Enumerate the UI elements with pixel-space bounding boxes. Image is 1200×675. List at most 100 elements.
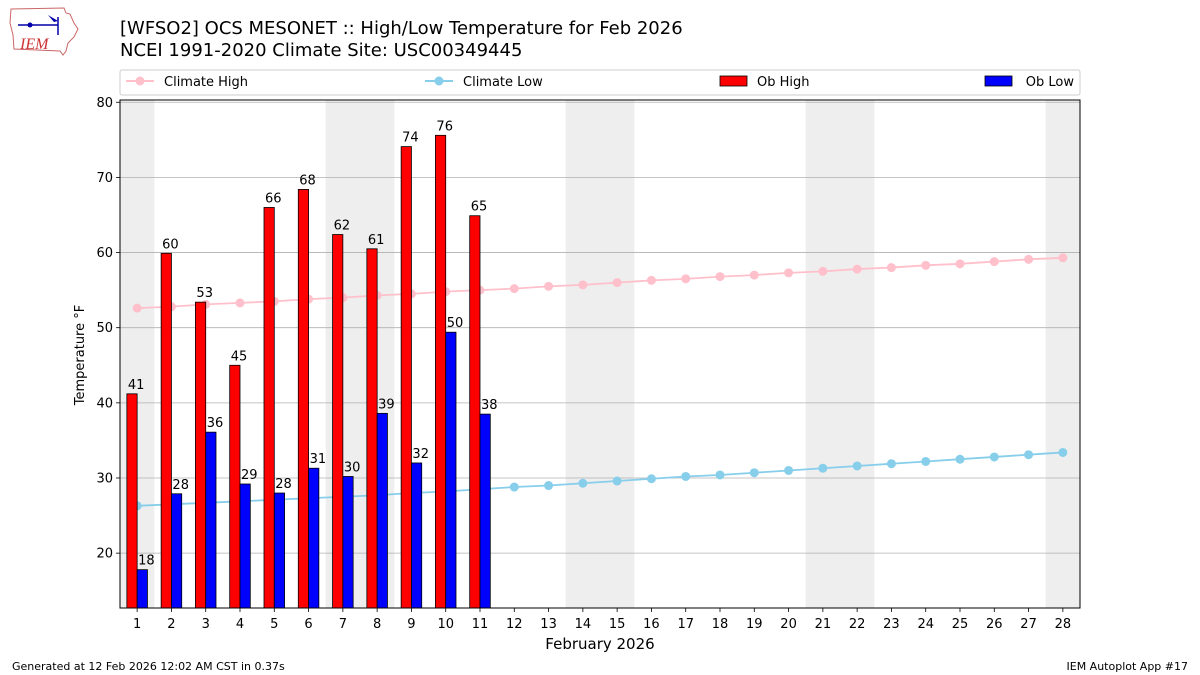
- wind-vane-shape: [48, 15, 58, 22]
- x-tick-label: 15: [609, 617, 626, 632]
- y-axis-label: Temperature °F: [73, 305, 88, 406]
- logo-text: IEM: [19, 36, 50, 53]
- x-tick-label: 27: [1020, 617, 1037, 632]
- weekend-shade-day-15: [600, 100, 635, 608]
- x-tick-label: 25: [952, 617, 969, 632]
- climate-low-point: [612, 476, 622, 486]
- ob-low-bar: [308, 467, 320, 609]
- x-tick-label: 12: [506, 617, 523, 632]
- ob-low-bar: [376, 412, 388, 609]
- climate-low-point: [886, 459, 896, 469]
- climate-high-point: [1024, 254, 1034, 264]
- legend-climate-high-label: Climate High: [164, 75, 248, 90]
- x-tick-label: 28: [1055, 617, 1072, 632]
- climate-high-point: [612, 278, 622, 288]
- x-tick-label: 3: [202, 617, 210, 632]
- climate-low-point: [852, 461, 862, 471]
- ob-low-value-label: 31: [310, 452, 327, 467]
- x-tick-label: 26: [986, 617, 1003, 632]
- climate-low-line: [137, 451, 1063, 507]
- y-tick-label: 60: [96, 246, 113, 261]
- climate-high-point: [818, 266, 828, 276]
- legend: Climate High Climate Low Ob High Ob Low: [119, 69, 1081, 96]
- x-tick-label: 5: [270, 617, 278, 632]
- ob-low-value-label: 50: [447, 316, 464, 331]
- ob-high-value-label: 68: [299, 173, 316, 188]
- climate-low-point: [715, 470, 725, 480]
- climate-low-point: [544, 481, 554, 491]
- ob-high-bar: [332, 234, 344, 609]
- ob-high-bar: [229, 364, 241, 609]
- weekend-shade-day-28: [1045, 100, 1080, 608]
- y-tick-label: 20: [96, 547, 113, 562]
- climate-high-line: [137, 256, 1063, 310]
- climate-high-point: [989, 257, 999, 267]
- chart-subtitle: NCEI 1991-2020 Climate Site: USC00349445: [120, 40, 523, 61]
- climate-high-point: [235, 298, 245, 308]
- y-tick-label: 80: [96, 96, 113, 111]
- ob-low-bar: [479, 413, 491, 609]
- ob-high-bar: [160, 252, 172, 609]
- ob-high-value-label: 53: [196, 286, 213, 301]
- chart-title: [WFSO2] OCS MESONET :: High/Low Temperat…: [120, 18, 683, 39]
- ob-low-value-label: 29: [241, 468, 258, 483]
- x-tick-label: 21: [815, 617, 832, 632]
- legend-ob-high-swatch: [719, 75, 748, 87]
- ob-low-value-label: 39: [378, 397, 395, 412]
- climate-high-point: [132, 303, 142, 313]
- iem-logo: IEM: [9, 7, 79, 56]
- x-tick-label: 14: [575, 617, 592, 632]
- ob-high-bar: [400, 146, 412, 609]
- ob-high-value-label: 74: [402, 131, 419, 146]
- climate-low-point: [646, 474, 656, 484]
- x-tick-label: 13: [540, 617, 557, 632]
- climate-high-point: [784, 268, 794, 278]
- x-tick-label: 11: [472, 617, 489, 632]
- ob-low-value-label: 18: [138, 554, 155, 569]
- weekend-shade-day-14: [565, 100, 600, 608]
- climate-high-point: [886, 263, 896, 273]
- y-tick-label: 40: [96, 396, 113, 411]
- y-tick-label: 70: [96, 171, 113, 186]
- climate-low-point: [921, 456, 931, 466]
- climate-high-point: [646, 275, 656, 285]
- legend-ob-low-swatch: [984, 75, 1013, 87]
- ob-high-value-label: 76: [436, 119, 453, 134]
- x-tick-label: 16: [643, 617, 660, 632]
- climate-low-point: [818, 463, 828, 473]
- climate-low-point: [509, 482, 519, 492]
- ob-low-bar: [342, 476, 354, 609]
- x-tick-label: 23: [883, 617, 900, 632]
- ob-low-value-label: 32: [412, 447, 429, 462]
- ob-low-bar: [205, 431, 217, 609]
- climate-high-point: [509, 284, 519, 294]
- climate-high-point: [921, 260, 931, 270]
- ob-high-bar: [469, 215, 481, 609]
- climate-low-point: [955, 454, 965, 464]
- autoplot-app-credit: IEM Autoplot App #17: [1066, 660, 1189, 673]
- weekend-shade-day-21: [805, 100, 840, 608]
- climate-high-point: [681, 274, 691, 284]
- x-tick-label: 18: [712, 617, 729, 632]
- ob-high-bar: [297, 189, 309, 609]
- climate-high-point: [544, 281, 554, 291]
- x-tick-label: 1: [133, 617, 141, 632]
- ob-high-bar: [126, 393, 138, 609]
- climate-high-point: [955, 259, 965, 269]
- ob-low-value-label: 28: [275, 477, 292, 492]
- legend-frame: [119, 69, 1081, 96]
- legend-climate-low-label: Climate Low: [463, 75, 543, 90]
- ob-high-value-label: 62: [334, 219, 351, 234]
- x-tick-label: 7: [339, 617, 347, 632]
- ob-low-value-label: 38: [481, 398, 498, 413]
- observation-bars: [126, 134, 491, 609]
- ob-low-bar: [411, 462, 423, 609]
- x-tick-label: 4: [236, 617, 244, 632]
- x-tick-label: 20: [780, 617, 797, 632]
- x-tick-label: 9: [407, 617, 415, 632]
- bar-value-labels: 41 60 53 45 66 68 62 61 74 76 65 18 28 36 29 28 31 30 39 32…: [128, 119, 498, 568]
- x-tick-label: 22: [849, 617, 866, 632]
- climate-low-point: [749, 468, 759, 478]
- ob-high-bar: [435, 134, 447, 609]
